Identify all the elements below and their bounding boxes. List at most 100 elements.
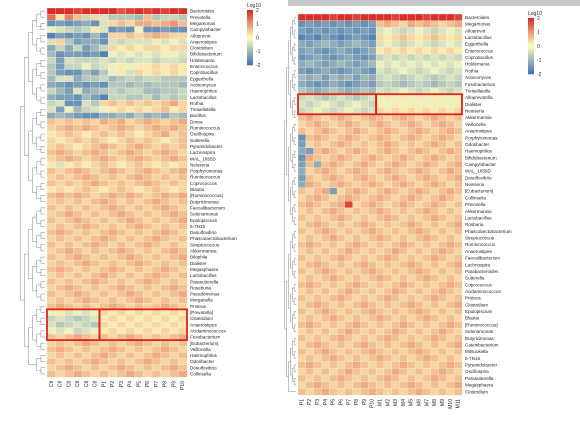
heatmap-cell — [73, 20, 83, 27]
heatmap-cell — [134, 364, 144, 372]
heatmap-cell — [446, 328, 455, 336]
heatmap-cell — [454, 241, 463, 249]
heatmap-cell — [399, 94, 408, 102]
row-label: Epulopiscium — [465, 309, 492, 314]
heatmap-cell — [422, 201, 432, 209]
heatmap-cell — [134, 63, 144, 70]
heatmap-cell — [446, 341, 455, 349]
heatmap-cell — [368, 194, 377, 202]
heatmap-cell — [55, 223, 65, 230]
row-label: Coprococcus — [190, 181, 218, 186]
heatmap-cell — [125, 100, 135, 107]
heatmap-cell — [446, 301, 455, 309]
heatmap-cell — [454, 227, 463, 235]
heatmap-cell — [73, 167, 83, 175]
heatmap-cell — [134, 136, 144, 144]
heatmap-cell — [64, 296, 74, 304]
legend-swatch — [247, 48, 253, 51]
heatmap-cell — [305, 33, 314, 42]
heatmap-cell — [422, 368, 432, 376]
heatmap-cell — [430, 187, 439, 195]
heatmap-cell — [422, 114, 432, 122]
heatmap-cell — [344, 140, 354, 149]
heatmap-cell — [151, 216, 162, 224]
heatmap-cell — [297, 160, 307, 169]
heatmap-cell — [446, 74, 455, 82]
heatmap-cell — [297, 67, 307, 75]
heatmap-cell — [108, 370, 118, 378]
heatmap-cell — [64, 241, 74, 249]
heatmap-cell — [99, 241, 109, 249]
heatmap-cell — [305, 281, 314, 289]
heatmap-cell — [313, 301, 322, 309]
heatmap-cell — [399, 294, 408, 302]
heatmap-cell — [81, 161, 92, 169]
heatmap-cell — [99, 20, 109, 27]
heatmap-cell — [305, 294, 314, 302]
heatmap-cell — [313, 307, 322, 316]
heatmap-cell — [134, 321, 144, 329]
heatmap-cell — [329, 227, 338, 235]
heatmap-cell — [125, 272, 135, 279]
legend-swatch — [528, 72, 534, 75]
heatmap-cell — [430, 27, 439, 35]
heatmap-cell — [383, 254, 393, 262]
heatmap-cell — [99, 204, 109, 212]
heatmap-cell — [313, 281, 322, 289]
heatmap-cell — [46, 100, 57, 107]
heatmap-cell — [73, 44, 83, 52]
heatmap-cell — [391, 94, 400, 102]
heatmap-cell — [125, 278, 135, 286]
heatmap-cell — [321, 160, 330, 169]
heatmap-cell — [151, 124, 162, 132]
heatmap-cell — [438, 368, 447, 376]
heatmap-cell — [329, 33, 338, 42]
heatmap-cell — [297, 354, 307, 362]
heatmap-cell — [46, 167, 57, 175]
heatmap-cell — [321, 368, 330, 376]
heatmap-cell — [329, 274, 338, 282]
heatmap-cell — [313, 180, 322, 189]
heatmap-cell — [169, 136, 179, 144]
column-label: Ctl — [66, 381, 72, 387]
heatmap-cell — [368, 348, 377, 356]
heatmap-cell — [151, 290, 162, 298]
heatmap-cell — [90, 352, 100, 359]
heatmap-cell — [360, 160, 369, 169]
heatmap-cell — [134, 216, 144, 224]
heatmap-cell — [414, 334, 424, 342]
heatmap-cell — [55, 155, 65, 163]
heatmap-cell — [313, 287, 322, 296]
heatmap-cell — [414, 294, 424, 302]
heatmap-cell — [438, 174, 447, 182]
heatmap-cell — [430, 247, 439, 255]
dendrogram-branch — [40, 133, 45, 141]
heatmap-cell — [297, 381, 307, 389]
heatmap-cell — [108, 20, 118, 27]
heatmap-cell — [454, 388, 463, 396]
heatmap-cell — [391, 134, 400, 142]
heatmap-cell — [352, 187, 361, 195]
dendrogram-branch — [293, 311, 296, 319]
heatmap-cell — [430, 47, 439, 55]
heatmap-cell — [329, 20, 338, 28]
heatmap-cell — [90, 192, 100, 199]
heatmap-cell — [375, 140, 385, 149]
heatmap-cell — [430, 234, 439, 242]
heatmap-cell — [336, 314, 346, 322]
heatmap-cell — [422, 127, 432, 135]
heatmap-cell — [297, 174, 307, 182]
heatmap-cell — [99, 57, 109, 64]
heatmap-cell — [64, 223, 74, 230]
heatmap-cell — [90, 124, 100, 132]
heatmap-cell — [360, 80, 369, 88]
heatmap-cell — [368, 114, 377, 122]
heatmap-cell — [151, 210, 162, 218]
heatmap-cell — [422, 13, 432, 22]
heatmap-cell — [81, 50, 92, 58]
heatmap-cell — [178, 112, 188, 120]
dendrogram-branch — [293, 97, 296, 105]
heatmap-cell — [399, 53, 408, 62]
dendrogram-branch — [40, 367, 45, 375]
heatmap-cell — [352, 368, 361, 376]
